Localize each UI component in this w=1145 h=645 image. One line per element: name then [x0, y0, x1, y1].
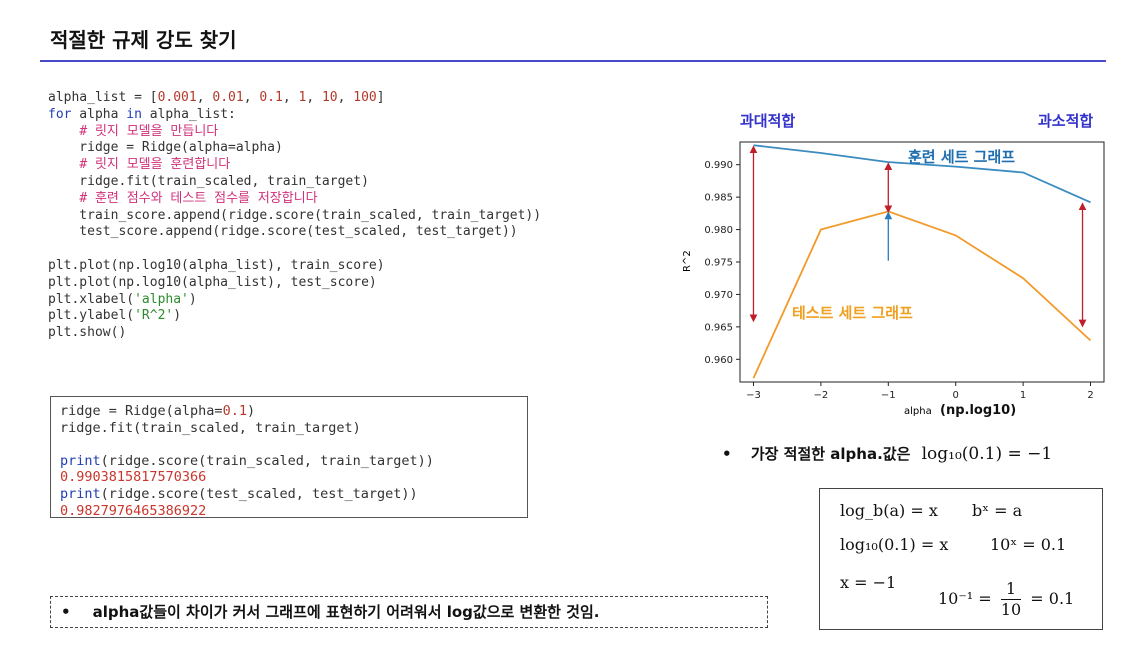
- code-line: plt.xlabel('alpha'): [48, 291, 197, 307]
- y-tick-label: 0.970: [704, 290, 733, 301]
- x-tick-label: 2: [1087, 390, 1093, 401]
- code-line: ridge = Ridge(alpha=alpha): [48, 140, 283, 156]
- page-title: 적절한 규제 강도 찾기: [50, 28, 237, 52]
- fraction: 1 10: [1000, 579, 1022, 620]
- output-line-4: print(ridge.score(test_scaled, test_targ…: [60, 485, 418, 502]
- x-axis-label: alpha: [904, 406, 932, 417]
- plot-frame: [739, 141, 1105, 383]
- math-row-1a: log_b(a) = x: [840, 501, 938, 520]
- code-cell: alpha_list = [0.001, 0.01, 0.1, 1, 10, 1…: [48, 90, 541, 342]
- code-line: for alpha in alpha_list:: [48, 106, 236, 122]
- math-row-3a: x = −1: [840, 573, 897, 592]
- y-tick-label: 0.985: [704, 193, 733, 204]
- test-series-label: 테스트 세트 그래프: [792, 304, 913, 322]
- y-tick-label: 0.980: [704, 225, 733, 236]
- fraction-numerator: 1: [1000, 579, 1022, 600]
- output-box: ridge = Ridge(alpha=0.1) ridge.fit(train…: [50, 396, 528, 519]
- chart-axes: [739, 141, 1105, 383]
- x-tick-label: −2: [814, 390, 829, 401]
- code-line: ridge.fit(train_scaled, train_target): [48, 173, 369, 189]
- output-code: ridge = Ridge(alpha=0.1) ridge.fit(train…: [60, 403, 434, 519]
- title-divider: [40, 60, 1106, 62]
- math-row-3b-left: 10⁻¹ =: [938, 589, 992, 608]
- best-alpha-line: • 가장 적절한 alpha.값은 log₁₀(0.1) = −1: [722, 443, 1052, 464]
- bullet-dot: •: [722, 445, 732, 463]
- math-row-2b: 10ˣ = 0.1: [990, 535, 1067, 554]
- chart-arrows: [749, 145, 1087, 328]
- best-alpha-equation: log₁₀(0.1) = −1: [921, 444, 1053, 464]
- output-line-3: print(ridge.score(train_scaled, train_ta…: [60, 452, 434, 469]
- best-alpha-text: 가장 적절한 alpha.값은: [750, 445, 911, 463]
- math-row-3b-right: = 0.1: [1030, 589, 1075, 608]
- x-tick-label: −1: [881, 390, 896, 401]
- code-line: test_score.append(ridge.score(test_scale…: [48, 224, 518, 240]
- code-line: alpha_list = [0.001, 0.01, 0.1, 1, 10, 1…: [48, 90, 385, 105]
- ridge-alpha-chart: −3 −2 −1 0 1 2 0.960 0.965 0.970 0.975 0.980 0.985 0…: [682, 112, 1105, 418]
- y-tick-label: 0.975: [704, 258, 733, 269]
- code-line: plt.show(): [48, 325, 127, 341]
- x-axis-label-extra: (np.log10): [940, 403, 1016, 418]
- output-line-1: ridge = Ridge(alpha=0.1): [60, 403, 256, 419]
- chart-ticks: −3 −2 −1 0 1 2 0.960 0.965 0.970 0.975 0.980 0.985 0…: [704, 160, 1093, 401]
- code-line: # 릿지 모델을 훈련합니다: [79, 157, 231, 173]
- note-text: alpha값들이 차이가 커서 그래프에 표현하기 어려워서 log값으로 변환…: [92, 603, 600, 621]
- output-value-2: 0.9827976465386922: [60, 502, 207, 519]
- fraction-denominator: 10: [1000, 600, 1022, 619]
- code-line: train_score.append(ridge.score(train_sca…: [48, 207, 542, 223]
- note-box: • alpha값들이 차이가 커서 그래프에 표현하기 어려워서 log값으로 변…: [50, 596, 768, 628]
- x-tick-label: −3: [746, 390, 761, 401]
- log-explanation-box: log_b(a) = x bˣ = a log₁₀(0.1) = x 10ˣ =…: [819, 488, 1103, 630]
- y-tick-label: 0.990: [704, 160, 733, 171]
- underfit-label: 과소적합: [1038, 112, 1093, 130]
- train-score-line: [753, 144, 1091, 204]
- output-value-1: 0.9903815817570366: [60, 469, 207, 486]
- math-row-2a: log₁₀(0.1) = x: [840, 535, 949, 554]
- y-tick-label: 0.960: [704, 355, 733, 366]
- code-line: plt.plot(np.log10(alpha_list), test_scor…: [48, 274, 377, 290]
- chart-series: [752, 144, 1092, 379]
- overfit-label: 과대적합: [740, 112, 795, 130]
- output-line-2: ridge.fit(train_scaled, train_target): [60, 419, 361, 436]
- math-row-1b: bˣ = a: [972, 501, 1023, 520]
- test-score-line: [752, 210, 1092, 379]
- code-line: plt.ylabel('R^2'): [48, 308, 182, 324]
- code-line: # 릿지 모델을 만듭니다: [79, 123, 219, 139]
- x-tick-label: 1: [1020, 390, 1026, 401]
- y-tick-label: 0.965: [704, 322, 733, 333]
- train-series-label: 훈련 세트 그래프: [908, 148, 1015, 166]
- x-tick-label: 0: [953, 390, 959, 401]
- y-axis-label: R^2: [682, 250, 693, 272]
- note-bullet: •: [61, 603, 71, 621]
- code-line: plt.plot(np.log10(alpha_list), train_sco…: [48, 257, 385, 273]
- code-line: # 훈련 점수와 테스트 점수를 저장합니다: [79, 190, 318, 206]
- math-row-3b: 10⁻¹ = 1 10 = 0.1: [938, 579, 1074, 620]
